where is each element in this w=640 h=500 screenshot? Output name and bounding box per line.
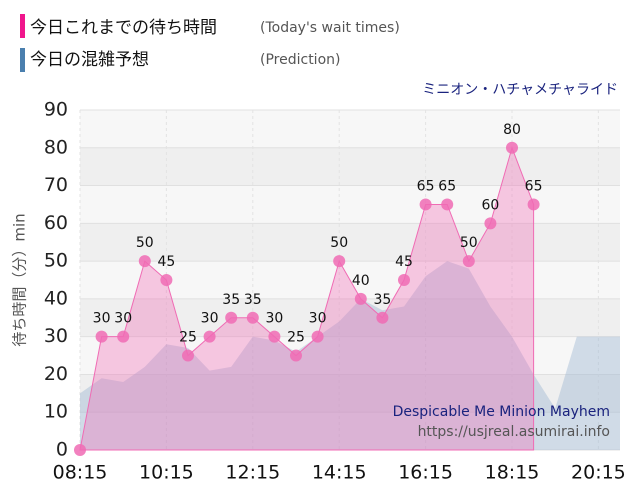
point: [74, 444, 86, 456]
data-label: 35: [222, 292, 240, 308]
point: [419, 198, 432, 211]
point: [182, 349, 194, 362]
point: [225, 311, 238, 324]
point: [527, 198, 540, 211]
x-tick-label: 18:15: [485, 462, 540, 484]
point: [203, 330, 216, 343]
source: https://usjreal.asumirai.info: [418, 424, 610, 440]
data-label: 45: [157, 254, 175, 270]
x-tick-label: 10:15: [139, 462, 194, 484]
point: [246, 311, 259, 324]
x-tick-label: 20:15: [571, 462, 626, 484]
subtitle: ミニオン・ハチャメチャライド: [422, 82, 618, 98]
x-tick-label: 16:15: [398, 462, 453, 484]
legend-swatch: [20, 14, 25, 38]
data-label: 50: [330, 235, 348, 251]
y-tick-label: 50: [44, 250, 68, 272]
data-label: 30: [114, 311, 132, 327]
data-label: 25: [179, 330, 197, 346]
data-label: 50: [460, 235, 478, 251]
y-tick-label: 80: [44, 136, 68, 158]
legend-swatch: [20, 48, 25, 72]
grid-band: [80, 223, 620, 262]
x-tick-label: 08:15: [53, 462, 108, 484]
point: [160, 274, 173, 286]
point: [354, 292, 367, 305]
point: [506, 141, 518, 154]
point: [117, 330, 130, 343]
legend-label: 今日これまでの待ち時間: [30, 18, 217, 38]
grid-band: [80, 298, 620, 337]
point: [441, 198, 454, 211]
data-label: 30: [201, 311, 219, 327]
point: [333, 255, 346, 268]
x-tick-label: 12:15: [225, 462, 280, 484]
point: [268, 330, 281, 343]
data-label: 50: [136, 235, 154, 251]
legend-note: (Prediction): [260, 52, 340, 68]
data-label: 25: [287, 330, 305, 346]
point: [311, 330, 324, 343]
point: [398, 274, 410, 286]
y-tick-label: 10: [44, 401, 68, 423]
grid-band: [80, 147, 620, 186]
data-label: 30: [309, 311, 327, 327]
y-tick-label: 0: [56, 439, 68, 461]
data-label: 65: [438, 178, 456, 194]
data-label: 30: [265, 311, 283, 327]
annotation: Despicable Me Minion Mayhem: [393, 404, 610, 420]
data-label: 35: [373, 292, 391, 308]
legend-label: 今日の混雑予想: [30, 50, 149, 70]
legend-note: (Today's wait times): [260, 20, 400, 36]
point: [376, 311, 389, 324]
grid-band: [80, 374, 620, 413]
point: [95, 330, 108, 343]
point: [462, 255, 475, 268]
x-tick-label: 14:15: [312, 462, 367, 484]
y-tick-label: 30: [44, 325, 68, 347]
data-label: 65: [525, 178, 543, 194]
data-label: 60: [481, 197, 499, 213]
data-label: 45: [395, 254, 413, 270]
data-label: 30: [93, 311, 111, 327]
point: [290, 349, 302, 362]
y-axis-label: 待ち時間（分）min: [11, 213, 29, 346]
area: [80, 261, 620, 450]
data-label: 80: [503, 122, 521, 138]
y-tick-label: 20: [44, 363, 68, 385]
y-tick-label: 70: [44, 174, 68, 196]
data-label: 65: [417, 178, 435, 194]
y-tick-label: 90: [44, 99, 68, 121]
data-label: 40: [352, 273, 370, 289]
y-tick-label: 40: [44, 287, 68, 309]
data-label: 35: [244, 292, 262, 308]
y-tick-label: 60: [44, 212, 68, 234]
point: [138, 255, 151, 268]
point: [484, 217, 497, 230]
